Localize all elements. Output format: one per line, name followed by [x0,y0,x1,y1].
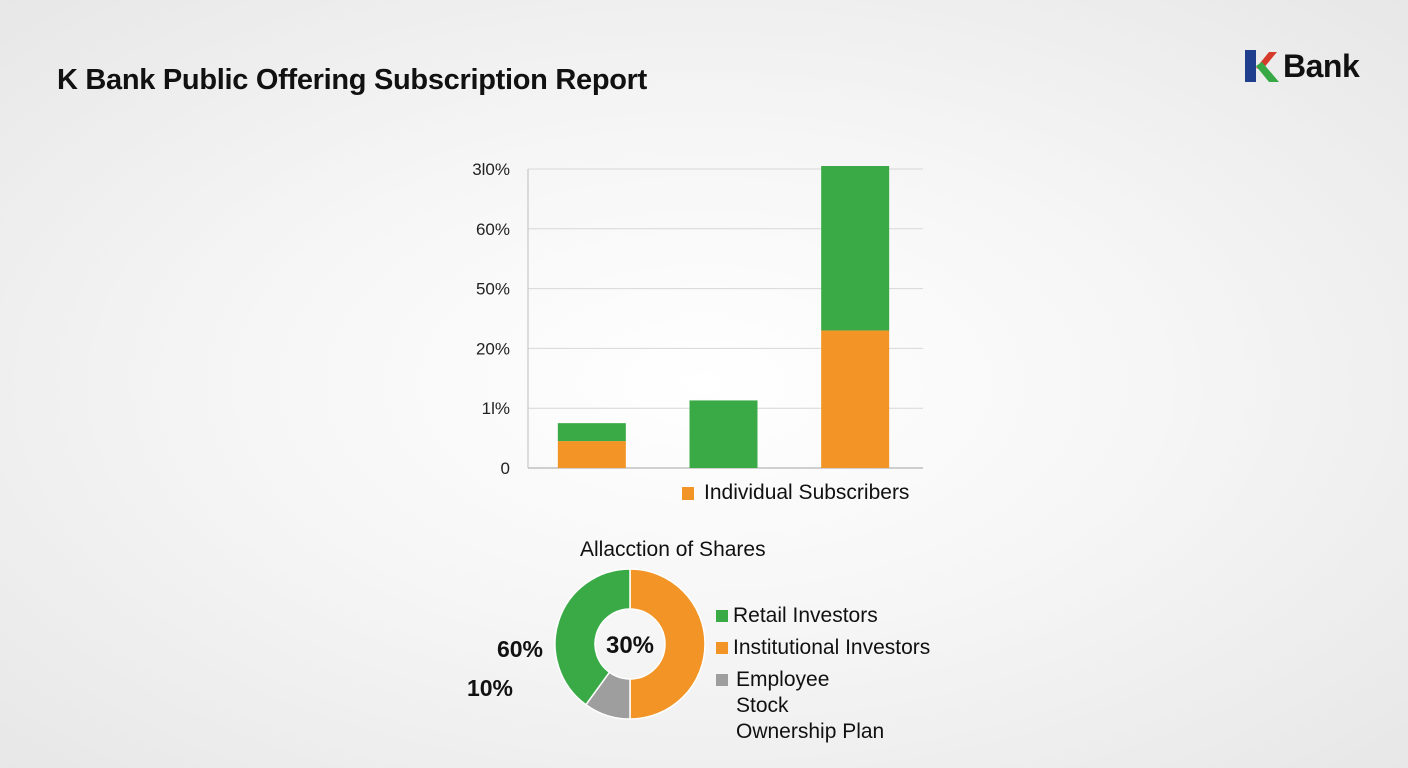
bar-legend: Individual Subscribers [682,481,909,505]
allocation-donut-chart: 30% 60% 10% [467,568,706,720]
y-tick-label: 50% [476,280,510,299]
legend-swatch [716,642,728,654]
donut-legend-label: Employee Stock Ownership Plan [736,668,885,743]
report-title: K Bank Public Offering Subscription Repo… [57,64,648,96]
kbank-logo: Bank [1243,46,1360,86]
bar-segment-green [689,400,758,468]
donut-legend: Retail Investors Institutional Investors E… [716,603,946,751]
bar-segment-orange [821,330,890,468]
bar-legend-swatch [682,486,694,500]
kbank-logo-icon [1245,50,1279,82]
bar-segment-green [557,423,626,442]
subscription-bar-chart: 0 1l% 20% 50% 60% 3l0% [472,160,923,478]
donut-center-label: 30% [606,632,654,659]
donut-legend-label: Retail Investors [733,604,878,627]
bar-segment-green [821,166,890,331]
donut-outside-label: 60% [497,636,543,662]
bar-legend-label: Individual Subscribers [704,481,910,504]
donut-legend-item: Retail Investors [716,603,946,629]
donut-legend-item: Employee Stock Ownership Plan [716,667,946,745]
y-tick-label: 0 [501,459,510,478]
logo-text: Bank [1283,47,1360,84]
legend-swatch [716,674,728,686]
donut-legend-label: Institutional Investors [733,636,931,659]
donut-title: Allacction of Shares [580,538,766,561]
donut-legend-item: Institutional Investors [716,635,946,661]
bar-segment-orange [557,441,626,468]
y-tick-label: 60% [476,220,510,239]
y-tick-label: 20% [476,339,510,358]
legend-swatch [716,610,728,622]
y-tick-label: 3l0% [472,160,510,179]
y-tick-label: 1l% [482,399,510,418]
donut-slice-retail-investors [554,568,631,706]
donut-slice-institutional-investors [629,568,706,720]
donut-outside-label: 10% [467,675,513,701]
